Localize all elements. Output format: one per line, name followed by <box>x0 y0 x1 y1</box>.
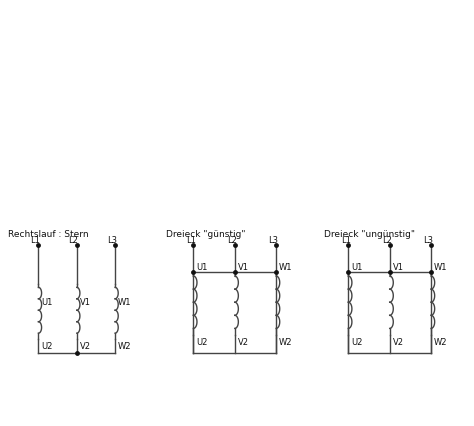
Text: L3: L3 <box>107 236 117 245</box>
Text: Dreieck "günstig": Dreieck "günstig" <box>166 229 246 238</box>
Text: L3: L3 <box>268 236 279 245</box>
Text: L2: L2 <box>68 236 78 245</box>
Text: U2: U2 <box>42 342 53 351</box>
Text: L1: L1 <box>30 236 40 245</box>
Text: U1: U1 <box>42 297 53 306</box>
Text: V1: V1 <box>80 297 91 306</box>
Text: U2: U2 <box>351 337 363 346</box>
Text: Rechtslauf : Stern: Rechtslauf : Stern <box>8 229 89 238</box>
Text: W1: W1 <box>279 262 293 271</box>
Text: W1: W1 <box>118 297 132 306</box>
Text: Dreieck "ungünstig": Dreieck "ungünstig" <box>324 229 415 238</box>
Text: L3: L3 <box>423 236 433 245</box>
Text: L1: L1 <box>341 236 351 245</box>
Text: V2: V2 <box>238 337 249 346</box>
Text: W1: W1 <box>434 262 447 271</box>
Text: W2: W2 <box>434 337 447 346</box>
Text: W2: W2 <box>118 342 132 351</box>
Text: W2: W2 <box>279 337 293 346</box>
Text: U1: U1 <box>351 262 363 271</box>
Text: V1: V1 <box>238 262 249 271</box>
Text: V2: V2 <box>393 337 404 346</box>
Text: U2: U2 <box>196 337 208 346</box>
Text: V2: V2 <box>80 342 91 351</box>
Text: U1: U1 <box>196 262 208 271</box>
Text: L2: L2 <box>227 236 237 245</box>
Text: V1: V1 <box>393 262 404 271</box>
Text: L2: L2 <box>382 236 392 245</box>
Text: L1: L1 <box>186 236 196 245</box>
